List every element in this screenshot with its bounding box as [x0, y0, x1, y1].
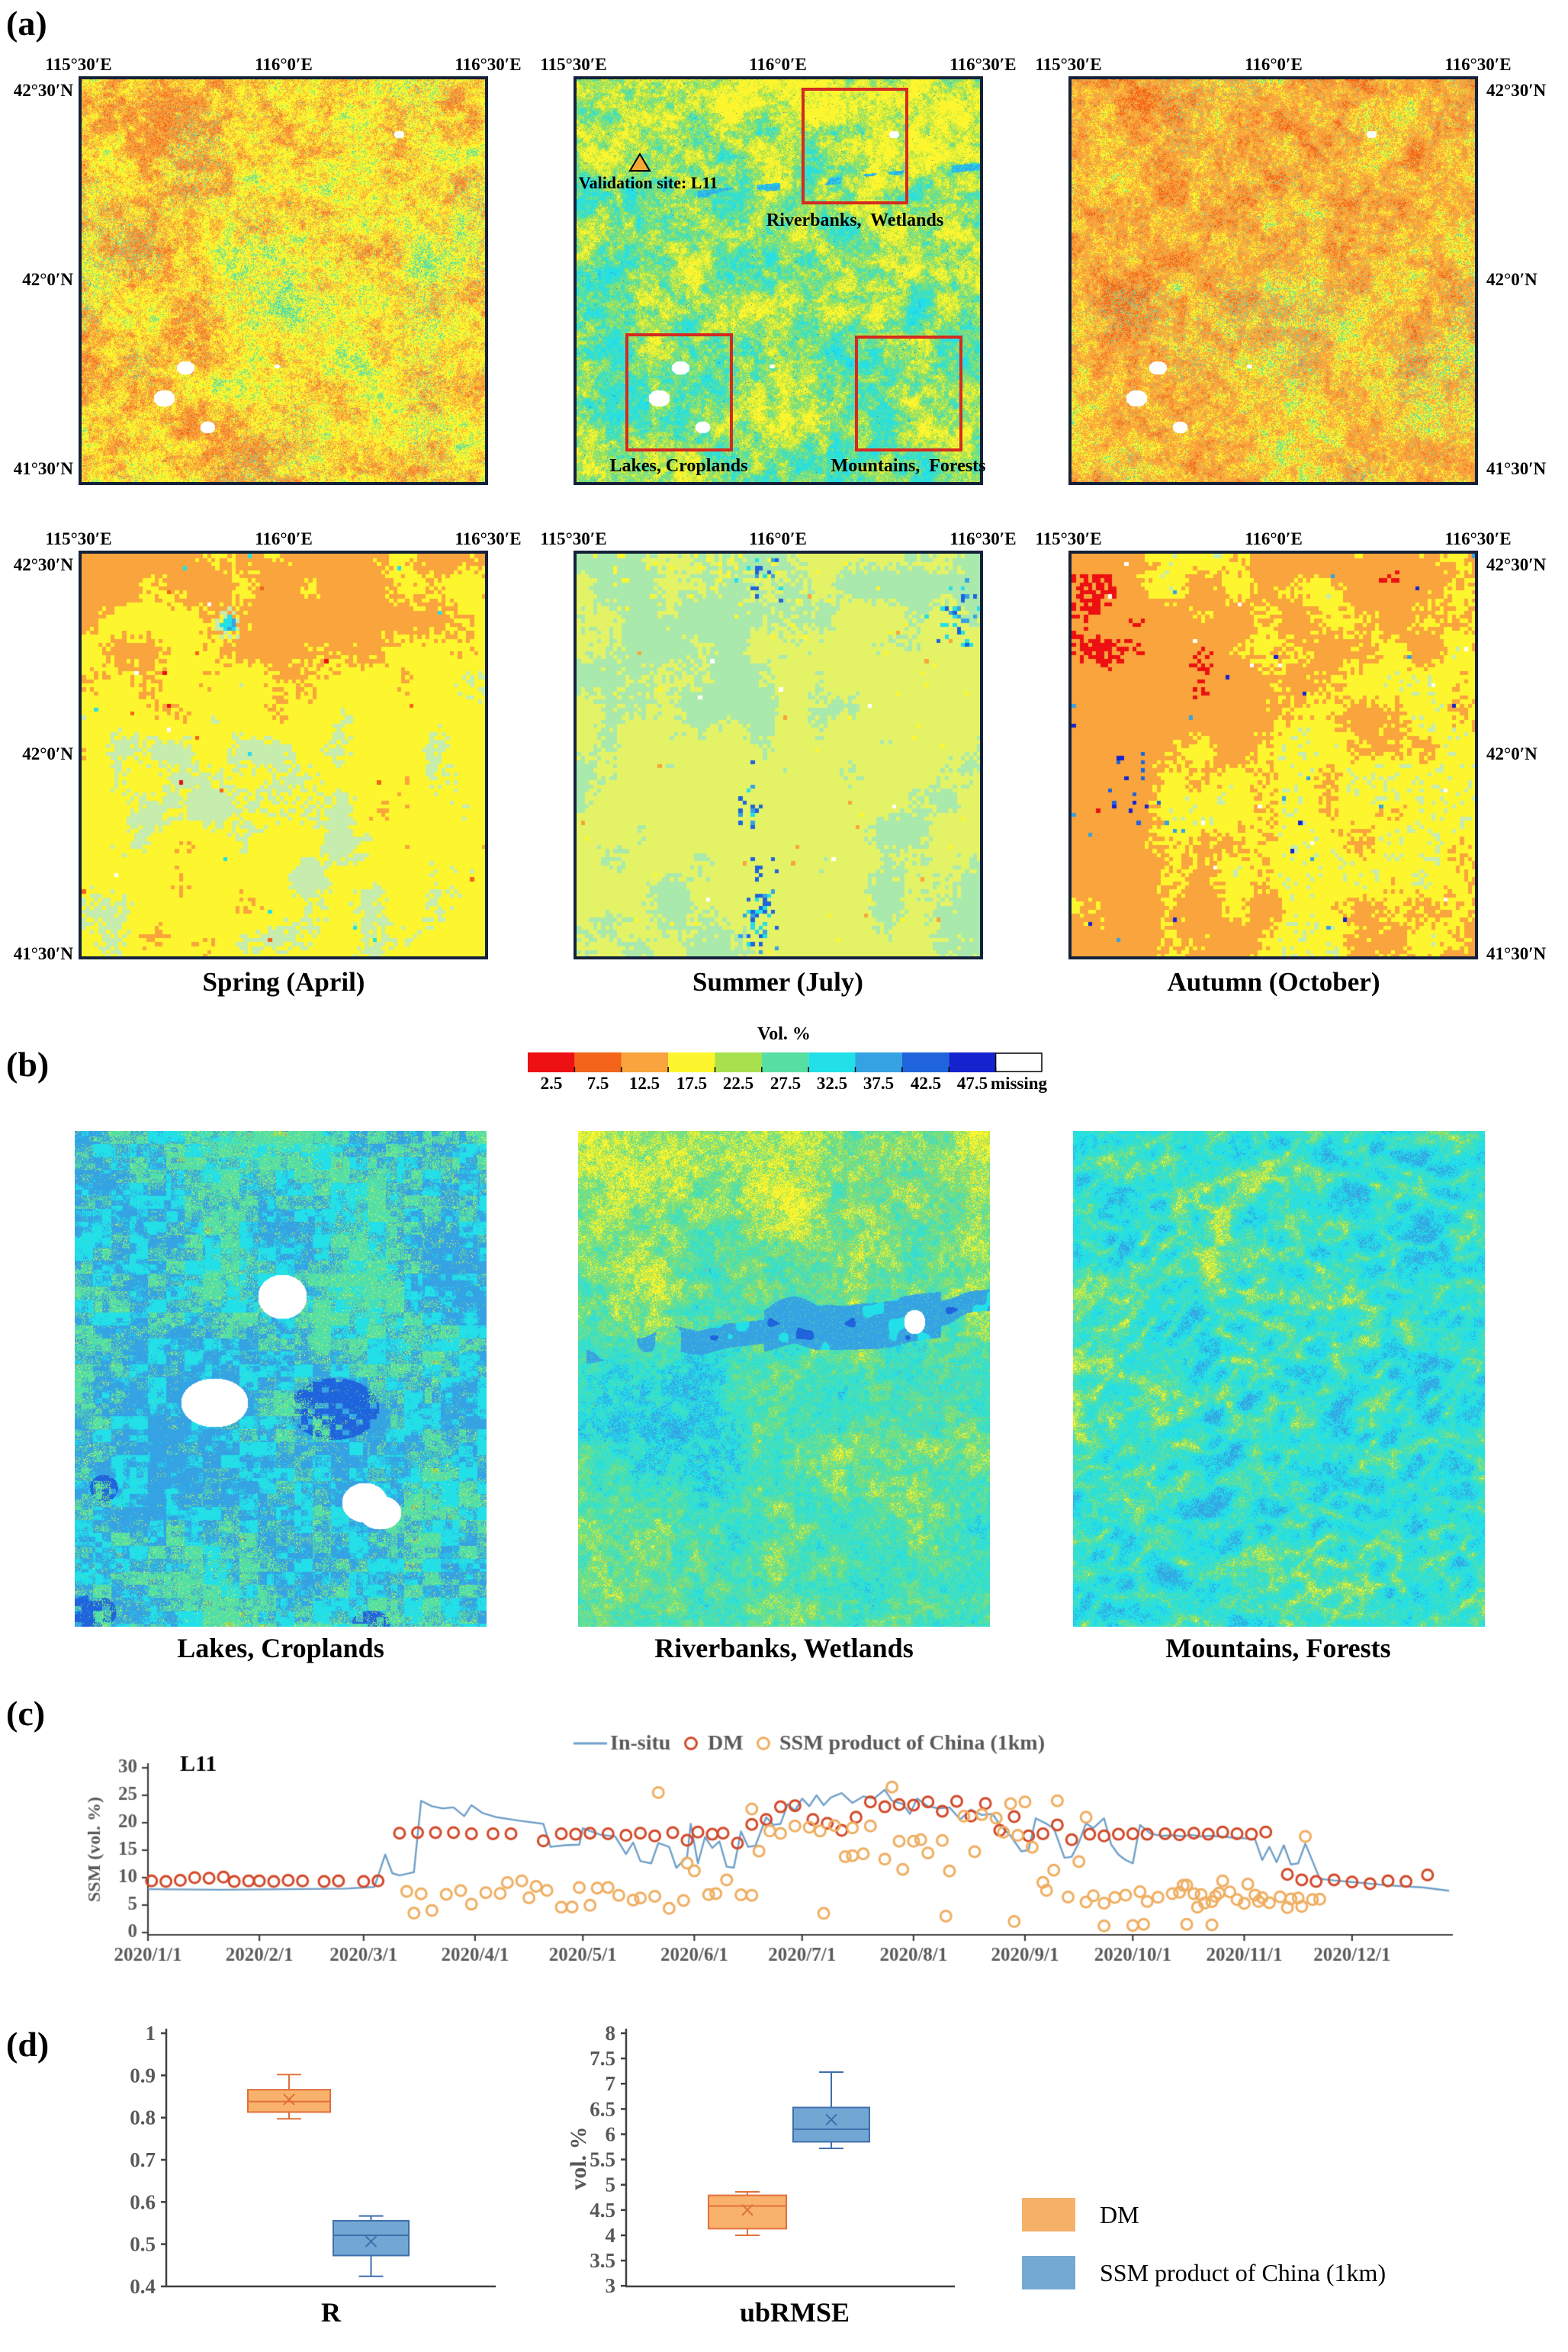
svg-text:DM: DM — [1100, 2201, 1139, 2228]
svg-text:0.6: 0.6 — [130, 2190, 156, 2213]
svg-text:SSM product of China (1km): SSM product of China (1km) — [1100, 2259, 1386, 2286]
svg-text:6: 6 — [606, 2123, 616, 2146]
svg-text:0.4: 0.4 — [130, 2275, 156, 2298]
svg-text:vol. %: vol. % — [566, 2126, 591, 2190]
svg-text:7: 7 — [606, 2072, 616, 2095]
svg-text:1: 1 — [146, 2022, 156, 2045]
svg-text:3: 3 — [606, 2274, 616, 2297]
svg-text:6.5: 6.5 — [590, 2097, 615, 2120]
svg-text:ubRMSE: ubRMSE — [740, 2297, 850, 2328]
svg-text:5.5: 5.5 — [590, 2148, 615, 2171]
svg-text:7.5: 7.5 — [590, 2047, 615, 2070]
svg-text:8: 8 — [606, 2022, 616, 2045]
svg-text:5: 5 — [606, 2174, 616, 2196]
svg-text:4: 4 — [606, 2224, 616, 2247]
svg-text:R: R — [321, 2297, 342, 2328]
svg-text:4.5: 4.5 — [590, 2199, 615, 2222]
svg-text:0.8: 0.8 — [130, 2106, 156, 2129]
svg-text:0.5: 0.5 — [130, 2233, 156, 2256]
svg-text:0.7: 0.7 — [130, 2148, 156, 2171]
svg-text:0.9: 0.9 — [130, 2064, 156, 2087]
svg-text:3.5: 3.5 — [590, 2249, 615, 2272]
